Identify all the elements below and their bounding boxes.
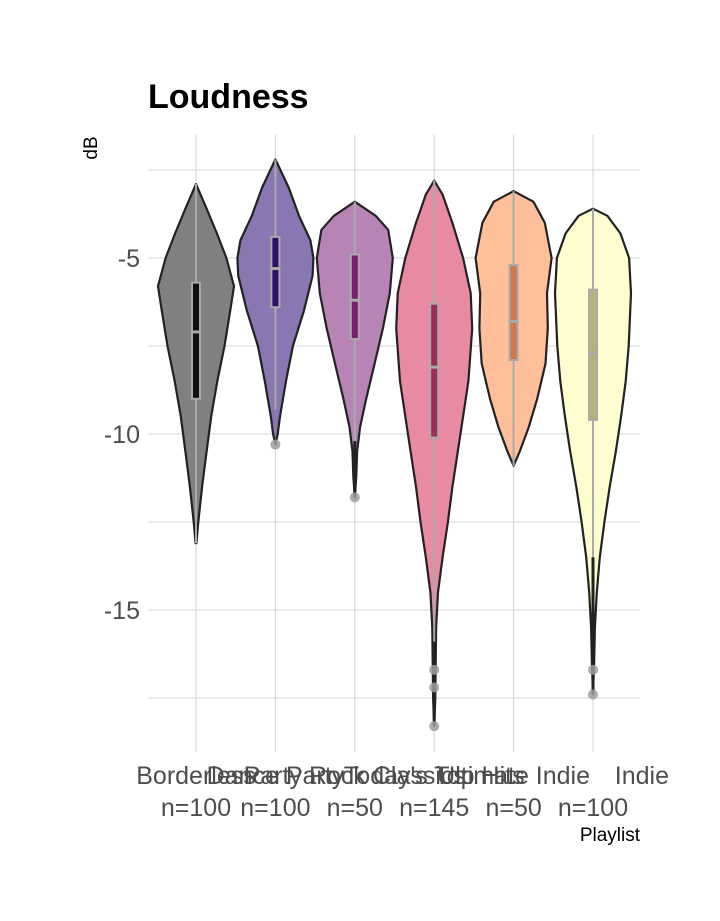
box-plots xyxy=(191,159,598,727)
x-tick-count-label: n=100 xyxy=(161,794,231,822)
x-tick-count-label: n=100 xyxy=(558,794,628,822)
x-tick-label: Ultimate Indie xyxy=(437,762,590,790)
outlier-point xyxy=(349,492,360,503)
y-axis-ticks: -5 -10 -15 xyxy=(104,245,140,625)
y-tick-label: -5 xyxy=(118,245,140,273)
x-axis-label: Playlist xyxy=(580,825,641,846)
outliers xyxy=(270,439,598,732)
box-3 xyxy=(429,302,440,439)
x-tick-label: Today's Top Hits xyxy=(344,762,525,790)
outlier-point xyxy=(429,721,440,732)
y-tick-label: -15 xyxy=(104,597,140,625)
grid xyxy=(148,135,640,752)
outlier-point xyxy=(429,664,440,675)
box-1 xyxy=(270,235,281,309)
x-tick-label: Dance Party xyxy=(207,762,345,790)
x-tick-count-label: n=50 xyxy=(485,794,541,822)
x-tick-label: Party Rock Classics xyxy=(244,762,466,790)
y-axis-label: dB xyxy=(81,136,102,159)
chart-title: Loudness xyxy=(148,78,309,116)
box-2 xyxy=(349,253,360,340)
outlier-point xyxy=(588,664,598,675)
outlier-point xyxy=(270,439,281,450)
x-tick-count-label: n=50 xyxy=(327,794,383,822)
outlier-point xyxy=(588,689,598,700)
y-tick-label: -10 xyxy=(104,421,140,449)
x-tick-count-label: n=145 xyxy=(399,794,469,822)
outlier-point xyxy=(429,682,440,693)
box-0 xyxy=(191,281,201,400)
violins xyxy=(156,158,633,728)
box-4 xyxy=(508,264,519,362)
x-tick-label-overflow: Indie xyxy=(615,762,669,790)
x-axis-ticks: Borderless n=100 Dance Party n=100 Party Roc… xyxy=(136,762,669,822)
x-tick-label: Borderless xyxy=(136,762,256,790)
x-tick-count-label: n=100 xyxy=(240,794,310,822)
box-5 xyxy=(588,288,598,421)
